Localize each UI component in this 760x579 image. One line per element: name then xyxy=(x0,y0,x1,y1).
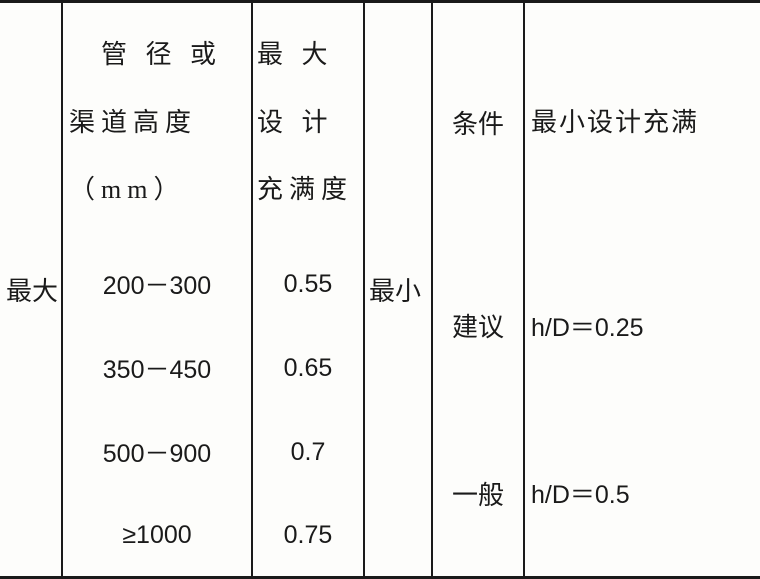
max-design-fullness-header: 最 大 设 计充满度 xyxy=(257,40,353,204)
range-value: 500－900 xyxy=(103,440,211,468)
condition-value: 一般 xyxy=(452,481,504,510)
min-design-fullness-header: 最小设计充满 xyxy=(531,108,699,137)
range-value: 350－450 xyxy=(103,356,211,384)
table-container: 最大 管 径 或 渠道高度（mm） 最 大 设 计充满度最小 条件最小设计充满 200… xyxy=(0,0,760,570)
range-value: ≥1000 xyxy=(122,521,191,549)
min-label: 最小 xyxy=(369,277,421,306)
formula-value: h/D＝0.5 xyxy=(531,481,630,509)
ratio-value: 0.55 xyxy=(284,270,333,298)
range-value: 200－300 xyxy=(103,272,211,300)
pipe-diameter-header: 管 径 或 渠道高度（mm） xyxy=(69,40,222,204)
ratio-value: 0.75 xyxy=(284,521,333,549)
ratio-value: 0.7 xyxy=(291,438,326,466)
design-fullness-table: 最大 管 径 或 渠道高度（mm） 最 大 设 计充满度最小 条件最小设计充满 200… xyxy=(0,0,760,579)
condition-header: 条件 xyxy=(452,110,504,139)
formula-value: h/D＝0.25 xyxy=(531,314,644,342)
max-label: 最大 xyxy=(6,277,58,306)
ratio-value: 0.65 xyxy=(284,354,333,382)
condition-value: 建议 xyxy=(452,313,504,342)
